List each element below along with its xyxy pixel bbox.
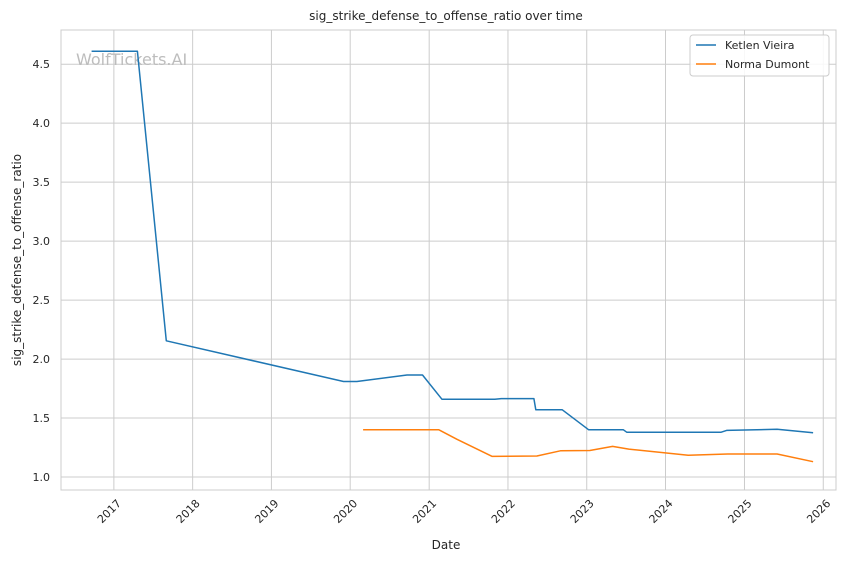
legend-label: Ketlen Vieira: [725, 39, 794, 52]
y-tick-label: 3.5: [33, 176, 51, 189]
watermark: WolfTickets.AI: [76, 50, 187, 69]
y-tick-label: 2.5: [33, 294, 51, 307]
y-axis-label: sig_strike_defense_to_offense_ratio: [10, 154, 24, 366]
y-tick-label: 1.0: [33, 471, 51, 484]
legend: Ketlen Vieira Norma Dumont: [689, 34, 830, 77]
grid: [61, 30, 836, 490]
series-line-2: [363, 429, 814, 463]
y-tick-label: 1.5: [33, 412, 51, 425]
series-line-1: [91, 50, 814, 434]
plot-frame: [60, 29, 837, 491]
series-lines: [91, 50, 814, 463]
legend-box: [689, 34, 830, 77]
y-tick-label: 4.0: [33, 117, 51, 130]
x-axis-label: Date: [432, 538, 461, 552]
chart-title: sig_strike_defense_to_offense_ratio over…: [309, 9, 583, 23]
y-tick-labels: 1.0 1.5 2.0 2.5 3.0 3.5 4.0 4.5: [33, 58, 51, 484]
y-tick-label: 4.5: [33, 58, 51, 71]
y-tick-label: 2.0: [33, 353, 51, 366]
y-tick-label: 3.0: [33, 235, 51, 248]
legend-label: Norma Dumont: [725, 58, 810, 71]
